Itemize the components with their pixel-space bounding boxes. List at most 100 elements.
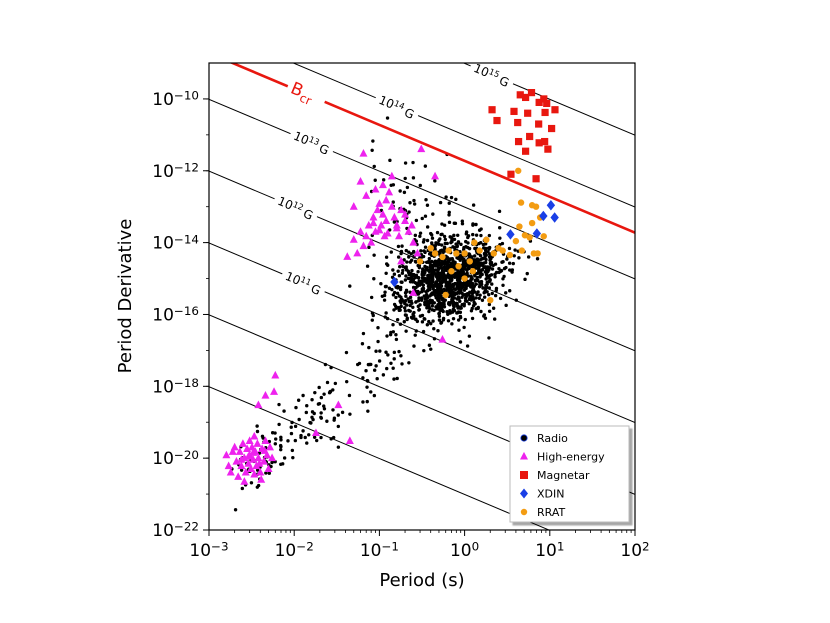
high-energy-point xyxy=(401,210,410,218)
high-energy-point xyxy=(253,439,262,447)
radio-point xyxy=(369,295,374,300)
rrat-point xyxy=(499,247,506,254)
radio-point xyxy=(448,235,452,239)
radio-point xyxy=(477,266,481,270)
svg-text:1011 G: 1011 G xyxy=(283,268,324,298)
legend-label: Magnetar xyxy=(537,469,590,482)
radio-point xyxy=(336,413,340,417)
radio-point xyxy=(411,250,416,254)
radio-point xyxy=(249,481,254,485)
radio-point xyxy=(396,244,401,249)
radio-point xyxy=(381,373,386,377)
radio-point xyxy=(447,210,451,215)
high-energy-point xyxy=(241,467,250,476)
radio-point xyxy=(474,307,478,311)
radio-point xyxy=(417,280,421,285)
radio-point xyxy=(433,179,437,183)
radio-point xyxy=(374,349,378,353)
rrat-point xyxy=(506,251,514,259)
radio-point xyxy=(392,302,397,307)
radio-point xyxy=(484,277,488,281)
rrat-point xyxy=(416,258,424,265)
radio-point xyxy=(468,281,473,285)
high-energy-point xyxy=(250,469,259,478)
high-energy-point xyxy=(270,387,279,395)
y-tick-label: 10−10 xyxy=(152,89,199,110)
radio-point xyxy=(394,285,398,289)
radio-point xyxy=(367,245,371,250)
radio-point xyxy=(296,398,301,402)
radio-point xyxy=(448,282,452,286)
radio-point xyxy=(523,277,527,282)
radio-point xyxy=(420,313,425,318)
high-energy-point xyxy=(250,431,259,440)
radio-point xyxy=(482,295,487,299)
field-line-label: 1015 G xyxy=(467,56,517,91)
radio-point xyxy=(366,409,370,413)
legend-item: RRAT xyxy=(520,506,566,519)
radio-point xyxy=(319,411,323,415)
radio-point xyxy=(416,270,420,274)
radio-point xyxy=(404,248,408,253)
high-energy-point xyxy=(256,467,265,476)
radio-point xyxy=(442,300,446,305)
radio-point xyxy=(389,361,393,366)
radio-point xyxy=(408,303,412,308)
radio-point xyxy=(484,272,489,277)
radio-point xyxy=(273,431,277,435)
radio-point xyxy=(464,245,468,249)
radio-point xyxy=(452,287,457,291)
radio-point xyxy=(407,361,411,365)
radio-point xyxy=(376,339,380,344)
radio-point xyxy=(443,277,448,281)
radio-point xyxy=(255,468,260,472)
radio-point xyxy=(439,320,444,325)
high-energy-point xyxy=(334,400,343,409)
radio-point xyxy=(409,252,413,256)
radio-point xyxy=(404,265,408,269)
magnetar-point xyxy=(516,91,524,99)
radio-point xyxy=(440,222,444,226)
radio-point xyxy=(465,344,470,348)
radio-point xyxy=(463,317,468,322)
radio-point xyxy=(418,234,422,238)
radio-point xyxy=(449,293,453,298)
radio-point xyxy=(487,309,492,313)
radio-point xyxy=(459,242,463,247)
radio-point xyxy=(508,289,512,293)
radio-point xyxy=(464,230,469,234)
radio-point xyxy=(407,255,411,259)
y-tick-label: 10−20 xyxy=(152,448,199,469)
constant-field-line xyxy=(292,63,635,208)
high-energy-point xyxy=(356,176,365,185)
radio-point xyxy=(319,435,323,440)
radio-point xyxy=(322,404,326,408)
radio-point xyxy=(433,259,437,264)
radio-point xyxy=(421,329,426,334)
high-energy-point xyxy=(349,202,358,210)
radio-point xyxy=(464,284,468,289)
radio-point xyxy=(383,290,387,294)
radio-point xyxy=(414,218,419,223)
rrat-point xyxy=(439,253,446,261)
radio-point xyxy=(370,148,374,153)
radio-point xyxy=(466,266,471,270)
radio-point xyxy=(441,274,446,278)
radio-point xyxy=(344,350,349,355)
radio-point xyxy=(502,266,507,271)
magnetar-point xyxy=(493,116,501,125)
radio-point xyxy=(325,380,330,385)
high-energy-point xyxy=(378,180,387,189)
radio-point xyxy=(467,301,471,306)
legend-item: Radio xyxy=(520,432,568,445)
radio-point xyxy=(428,285,432,289)
rrat-point xyxy=(476,247,483,254)
radio-point xyxy=(391,268,395,272)
radio-point xyxy=(440,268,445,273)
radio-point xyxy=(462,288,467,292)
radio-point xyxy=(375,377,379,381)
radio-point xyxy=(456,318,461,322)
radio-point xyxy=(410,268,414,273)
radio-point xyxy=(279,438,283,442)
radio-point xyxy=(396,255,401,259)
